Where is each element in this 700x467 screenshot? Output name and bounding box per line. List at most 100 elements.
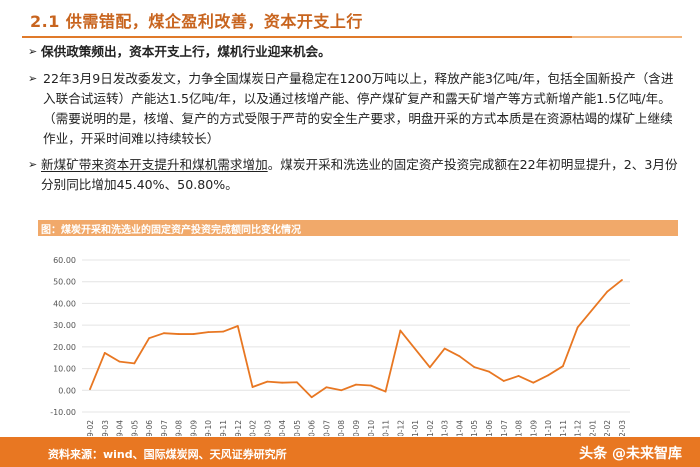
x-tick-label: 2021-07	[500, 420, 509, 436]
x-tick-label: 2021-04	[455, 420, 464, 436]
data-point	[148, 337, 151, 340]
x-tick-label: 2022-01	[588, 420, 597, 436]
data-point	[192, 333, 195, 335]
data-point	[251, 386, 254, 388]
data-point	[488, 370, 490, 373]
x-tick-label: 2019-10	[204, 420, 213, 436]
title-divider	[22, 36, 682, 38]
x-tick-label: 2022-03	[618, 420, 627, 436]
data-point	[281, 381, 284, 384]
data-point	[340, 389, 343, 392]
x-tick-label: 2021-11	[559, 420, 568, 436]
bullet-item-2: ➢ 22年3月9日发改委发文，力争全国煤炭日产量稳定在1200万吨以上，释放产能…	[28, 69, 678, 149]
data-point	[532, 381, 535, 384]
bullet-text-2: 22年3月9日发改委发文，力争全国煤炭日产量稳定在1200万吨以上，释放产能3亿…	[43, 71, 674, 146]
bullet-text-1: 保供政策频出，资本开支上行，煤机行业迎来机会。	[41, 44, 331, 59]
y-tick-label: 20.00	[53, 343, 76, 352]
footer-bar: 资料来源：wind、国际煤炭网、天风证券研究所 头条 @未来智库	[0, 437, 700, 467]
x-tick-label: 2019-05	[130, 420, 139, 436]
bullet-item-3: ➢ 新煤矿带来资本开支提升和煤机需求增加。煤炭开采和洗选业的固定资产投资完成额在…	[28, 155, 678, 195]
arrow-bullet-icon: ➢	[28, 45, 38, 58]
x-tick-label: 2019-12	[234, 420, 243, 436]
arrow-bullet-icon: ➢	[28, 72, 38, 85]
y-tick-label: 50.00	[53, 278, 76, 287]
x-tick-label: 2019-08	[175, 420, 184, 436]
x-tick-label: 2021-10	[544, 420, 553, 436]
x-tick-label: 2021-03	[441, 420, 450, 436]
y-tick-label: 60.00	[53, 256, 76, 265]
x-tick-label: 2020-10	[367, 420, 376, 436]
data-point	[621, 279, 623, 281]
data-point	[355, 383, 357, 386]
data-point	[222, 330, 224, 333]
data-point	[325, 386, 328, 389]
bullet-text-3-underlined: 新煤矿带来资本开支提升和煤机需求增加	[41, 157, 268, 172]
x-tick-label: 2019-03	[101, 420, 110, 436]
x-tick-label: 2019-07	[160, 420, 169, 436]
bullet-item-1: ➢ 保供政策频出，资本开支上行，煤机行业迎来机会。	[28, 42, 678, 62]
source-note: 资料来源：wind、国际煤炭网、天风证券研究所	[48, 448, 287, 461]
x-tick-label: 2019-09	[189, 420, 198, 436]
arrow-bullet-icon: ➢	[28, 158, 38, 171]
y-tick-label: 40.00	[53, 299, 76, 308]
x-tick-label: 2020-08	[337, 420, 346, 436]
data-point	[236, 325, 239, 327]
x-tick-label: 2020-07	[322, 420, 331, 436]
series-line	[89, 279, 623, 399]
title-bar: 2.1 供需错配，煤企盈利改善，资本开支上行	[0, 0, 700, 38]
data-point	[310, 396, 313, 399]
y-tick-label: 0.00	[58, 386, 76, 395]
x-tick-label: 2020-06	[308, 420, 317, 436]
data-point	[458, 355, 461, 358]
bullet-text-3: 。煤炭开采和洗选业的固定资产投资完成额在22年初明显提升，2、3月份分别同比增加…	[41, 157, 678, 192]
y-tick-label: -10.00	[50, 408, 76, 417]
data-point	[207, 331, 210, 333]
data-point	[118, 360, 121, 363]
x-tick-label: 2020-02	[249, 420, 258, 436]
x-tick-label: 2019-11	[219, 420, 228, 436]
data-point	[177, 333, 180, 335]
data-point	[428, 366, 431, 369]
x-tick-label: 2020-03	[263, 420, 272, 436]
x-tick-label: 2021-06	[485, 420, 494, 436]
watermark: 头条 @未来智库	[579, 443, 682, 463]
x-tick-label: 2019-06	[145, 420, 154, 436]
data-point	[517, 375, 520, 377]
line-chart: -10.00 0.00 10.00 20.00 30.00 40.00 50.00 60.00…	[50, 256, 630, 436]
data-point	[399, 329, 402, 332]
x-tick-label: 2020-05	[293, 420, 302, 436]
chart-caption: 图：煤炭开采和洗选业的固定资产投资完成额同比变化情况	[41, 225, 301, 236]
data-point	[295, 381, 298, 384]
x-tick-label: 2019-02	[86, 420, 95, 436]
data-point	[133, 362, 136, 365]
data-point	[162, 332, 165, 335]
x-tick-label: 2021-05	[470, 420, 479, 436]
data-point	[369, 384, 372, 387]
data-point	[384, 390, 387, 393]
x-tick-label: 2020-04	[278, 420, 287, 436]
x-tick-label: 2020-12	[396, 420, 405, 436]
data-point	[576, 326, 579, 329]
x-tick-label: 2021-02	[426, 420, 435, 436]
watermark-text: 头条 @未来智库	[579, 446, 682, 462]
x-tick-label: 2020-09	[352, 420, 361, 436]
data-point	[266, 380, 269, 383]
x-tick-label: 2021-01	[411, 420, 420, 436]
data-point	[443, 347, 446, 350]
y-tick-label: 30.00	[53, 321, 76, 330]
y-tick-label: 10.00	[53, 365, 76, 374]
chart-caption-bar: 图：煤炭开采和洗选业的固定资产投资完成额同比变化情况	[38, 220, 678, 236]
x-tick-label: 2021-09	[529, 420, 538, 436]
x-tick-label: 2021-08	[515, 420, 524, 436]
x-tick-label: 2019-04	[116, 420, 125, 436]
page-title: 2.1 供需错配，煤企盈利改善，资本开支上行	[30, 12, 363, 31]
data-point	[547, 374, 550, 377]
x-tick-label: 2022-02	[603, 420, 612, 436]
data-point	[606, 290, 609, 293]
data-point	[473, 366, 476, 368]
data-point	[502, 380, 505, 382]
bullet-list: ➢ 保供政策频出，资本开支上行，煤机行业迎来机会。 ➢ 22年3月9日发改委发文…	[28, 42, 678, 201]
x-tick-label: 2020-11	[382, 420, 391, 436]
data-point	[103, 352, 106, 354]
data-point	[561, 365, 564, 368]
